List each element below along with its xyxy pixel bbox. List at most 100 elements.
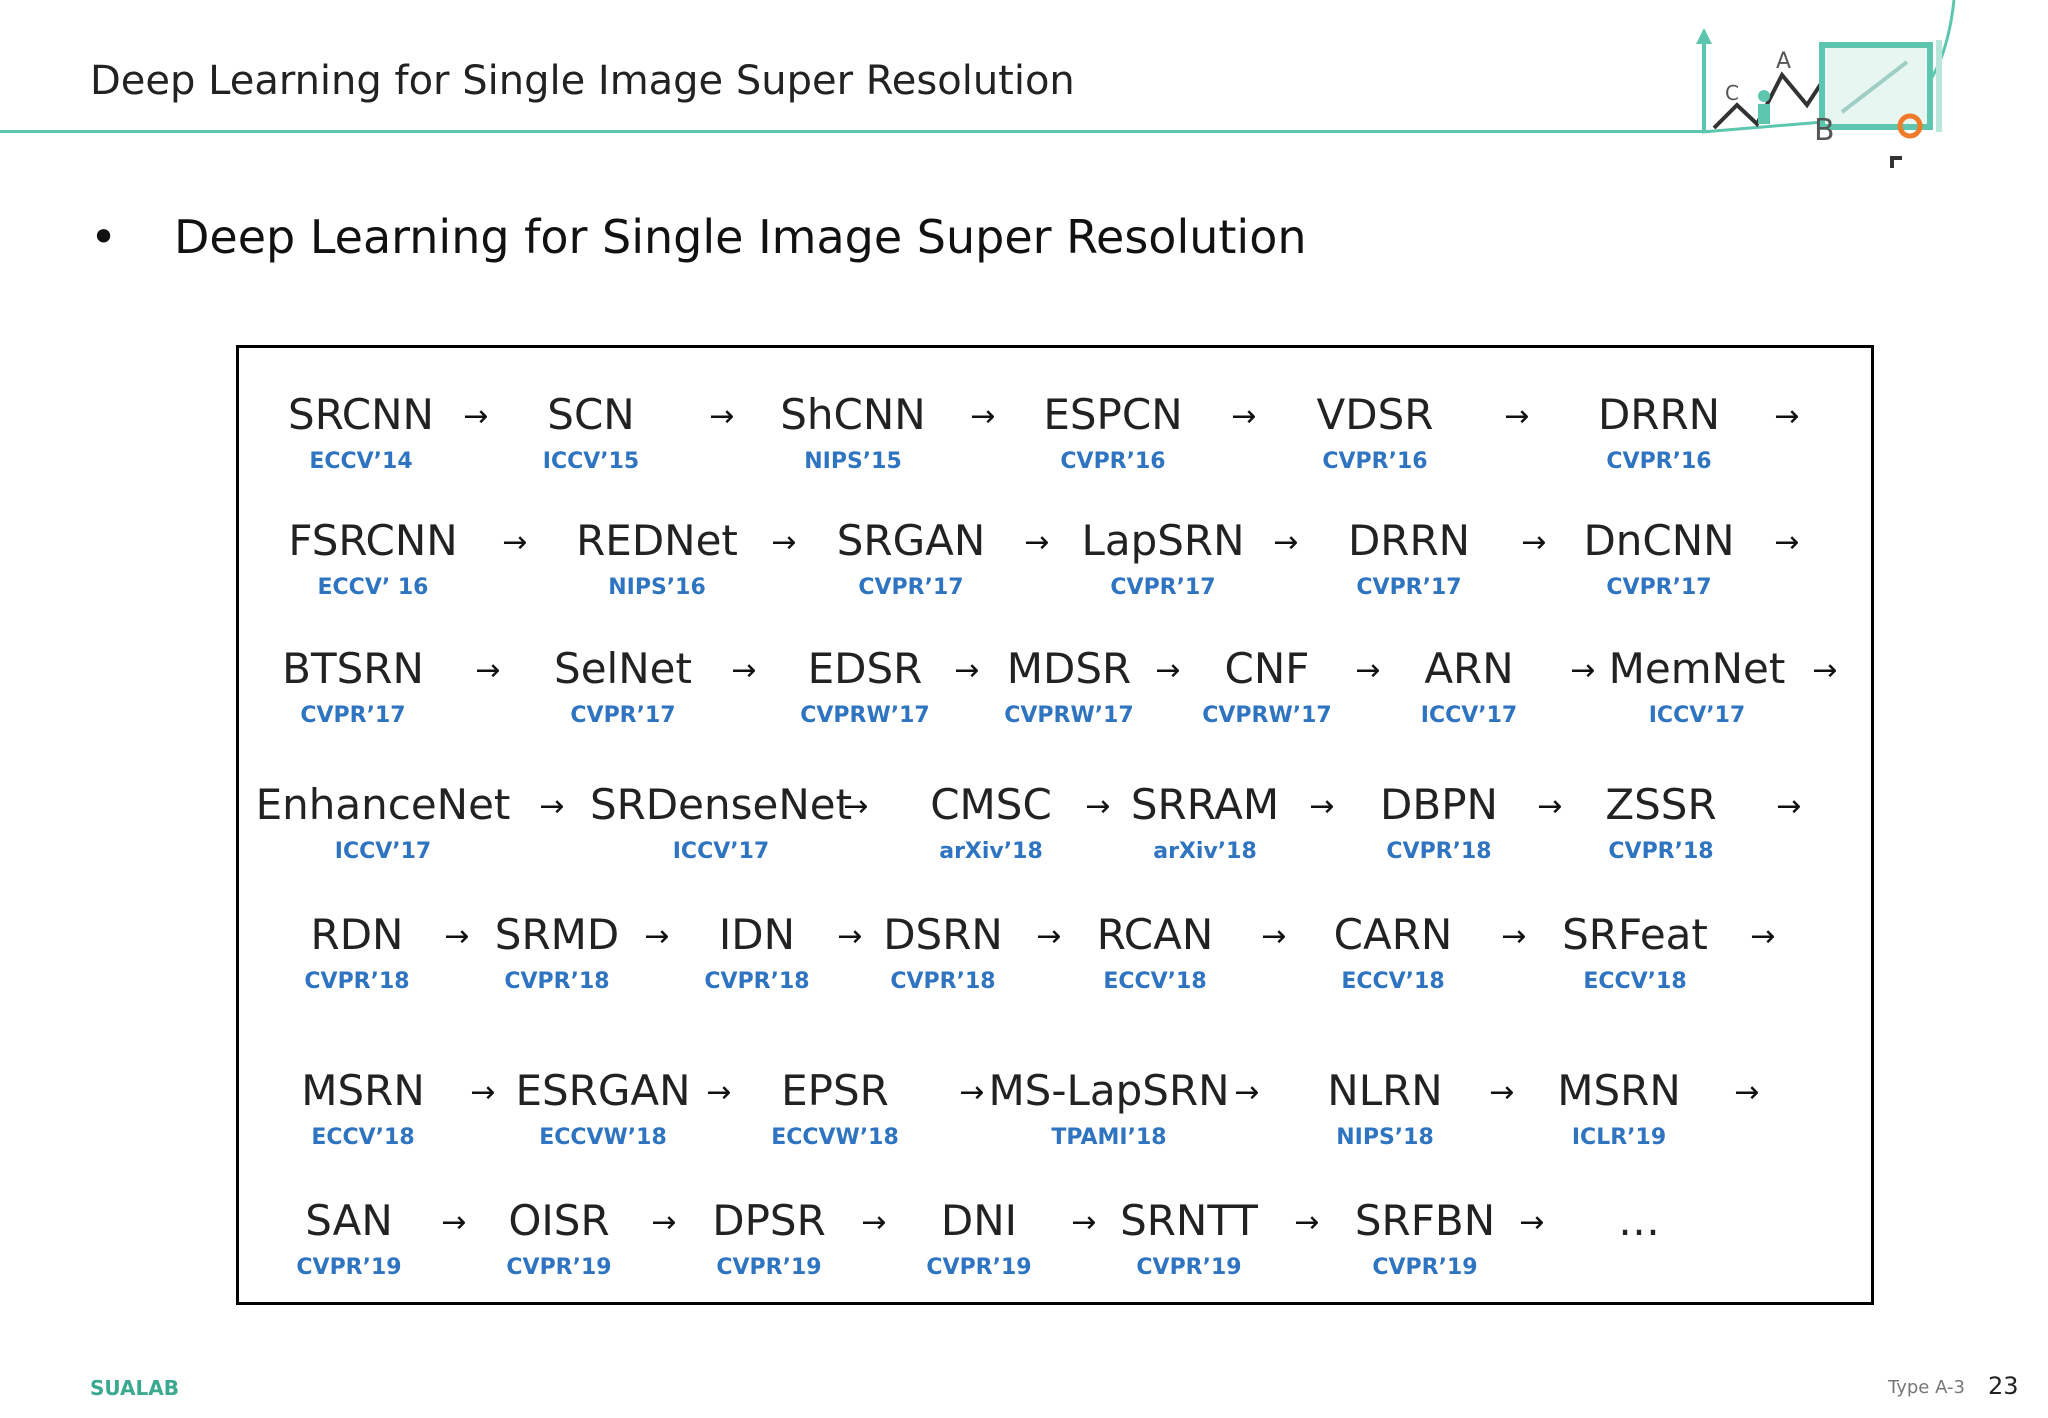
network-name: MS-LapSRN (988, 1066, 1230, 1115)
network-name: EDSR (807, 644, 923, 693)
flow-arrow: → (954, 653, 980, 688)
network-name: ESRGAN (515, 1066, 691, 1115)
network-name: SRDenseNet (589, 780, 853, 829)
network-venue: ECCVW’18 (771, 1125, 899, 1150)
flow-arrow: → (1537, 789, 1563, 824)
logo-letter-a: A (1776, 49, 1791, 74)
network-venue: CVPR’18 (1608, 839, 1714, 864)
flow-arrow: → (475, 653, 501, 688)
network-venue: ECCV’14 (309, 449, 413, 474)
network-venue: CVPRW’17 (800, 703, 930, 728)
logo-letter-c: C (1725, 81, 1739, 105)
network-entry: NLRN NIPS’18 (1327, 1066, 1442, 1152)
network-name: MSRN (1557, 1066, 1681, 1115)
network-venue: NIPS’18 (1336, 1125, 1434, 1150)
network-venue: CVPR’17 (300, 703, 406, 728)
footer-brand: SUALAB (90, 1376, 179, 1400)
network-name: SCN (547, 390, 635, 439)
network-entry: MemNet ICCV’17 (1609, 644, 1786, 730)
flow-arrow: → (1750, 919, 1776, 954)
slide-title: Deep Learning for Single Image Super Res… (90, 58, 1075, 104)
network-name: SelNet (554, 644, 692, 693)
network-venue: CVPR’19 (506, 1255, 612, 1280)
network-name: EPSR (781, 1066, 889, 1115)
header-divider (0, 130, 1710, 133)
network-entry: OISR CVPR’19 (506, 1196, 611, 1282)
network-name: VDSR (1316, 390, 1434, 439)
network-entry: EDSR CVPRW’17 (800, 644, 929, 730)
network-name: SRCNN (288, 390, 434, 439)
network-venue: NIPS’16 (608, 575, 706, 600)
network-name: DBPN (1380, 780, 1498, 829)
flow-arrow: → (502, 525, 528, 560)
flow-arrow: → (1774, 525, 1800, 560)
page-number: 23 (1988, 1372, 2019, 1400)
logo-letter-b: B (1814, 113, 1835, 148)
flow-arrow: → (1734, 1075, 1760, 1110)
flow-arrow: → (959, 1075, 985, 1110)
network-venue: CVPR’17 (1356, 575, 1462, 600)
network-name: CMSC (930, 780, 1052, 829)
network-name: FSRCNN (288, 516, 458, 565)
flow-arrow: → (1071, 1205, 1097, 1240)
network-name: ShCNN (780, 390, 926, 439)
flow-arrow: → (539, 789, 565, 824)
network-venue: ICCV’17 (1420, 703, 1518, 728)
network-venue: ECCV’18 (311, 1125, 415, 1150)
flow-arrow: → (837, 919, 863, 954)
network-entry: ESPCN CVPR’16 (1043, 390, 1182, 476)
flow-arrow: → (1570, 653, 1596, 688)
flow-arrow: → (1489, 1075, 1515, 1110)
network-venue: ECCV’18 (1341, 969, 1445, 994)
network-venue: CVPR’18 (890, 969, 996, 994)
flow-arrow: → (1024, 525, 1050, 560)
network-entry: BTSRN CVPR’17 (282, 644, 424, 730)
flow-arrow: → (444, 919, 470, 954)
logo-graphic: C A B (1696, 0, 1956, 168)
network-venue: CVPR’18 (704, 969, 810, 994)
network-name: CARN (1333, 910, 1453, 959)
network-name: DPSR (712, 1196, 826, 1245)
network-venue: ECCV’18 (1583, 969, 1687, 994)
network-entry: MSRN ICLR’19 (1557, 1066, 1681, 1152)
network-entry: DPSR CVPR’19 (712, 1196, 826, 1282)
flow-arrow: → (1231, 399, 1257, 434)
network-entry: REDNet NIPS’16 (576, 516, 738, 602)
network-venue: CVPR’16 (1060, 449, 1166, 474)
network-entry: SRRAM arXiv’18 (1131, 780, 1279, 866)
flow-arrow: → (731, 653, 757, 688)
network-name: DSRN (883, 910, 1003, 959)
network-name: LapSRN (1081, 516, 1245, 565)
network-entry: SAN CVPR’19 (296, 1196, 401, 1282)
network-venue: arXiv’18 (939, 839, 1043, 864)
network-entry: DBPN CVPR’18 (1380, 780, 1498, 866)
network-entry: SRCNN ECCV’14 (288, 390, 434, 476)
network-name: SRNTT (1120, 1196, 1258, 1245)
network-entry: RCAN ECCV’18 (1097, 910, 1214, 996)
network-venue: CVPR’19 (296, 1255, 402, 1280)
network-entry: IDN CVPR’18 (704, 910, 809, 996)
network-name: CNF (1224, 644, 1310, 693)
network-name: EnhanceNet (255, 780, 511, 829)
network-entry: EnhanceNet ICCV’17 (256, 780, 511, 866)
network-venue: NIPS’15 (804, 449, 902, 474)
network-entry: DSRN CVPR’18 (883, 910, 1003, 996)
flow-arrow: → (1085, 789, 1111, 824)
network-venue: CVPR’16 (1606, 449, 1712, 474)
network-name: NLRN (1327, 1066, 1443, 1115)
network-name: DRRN (1597, 390, 1721, 439)
flow-arrow: → (1309, 789, 1335, 824)
network-entry: MSRN ECCV’18 (301, 1066, 425, 1152)
network-venue: CVPRW’17 (1202, 703, 1332, 728)
network-entry: SRDenseNet ICCV’17 (590, 780, 852, 866)
network-entry: DRRN CVPR’16 (1598, 390, 1720, 476)
network-entry: SRNTT CVPR’19 (1120, 1196, 1258, 1282)
footer-type-label: Type A-3 (1888, 1377, 1965, 1398)
network-venue: CVPR’17 (1606, 575, 1712, 600)
flow-arrow: → (1776, 789, 1802, 824)
flow-arrow: → (970, 399, 996, 434)
network-name: DRRN (1347, 516, 1471, 565)
network-name: MDSR (1006, 644, 1132, 693)
network-venue: CVPRW’17 (1004, 703, 1134, 728)
network-venue: TPAMI’18 (1051, 1125, 1167, 1150)
